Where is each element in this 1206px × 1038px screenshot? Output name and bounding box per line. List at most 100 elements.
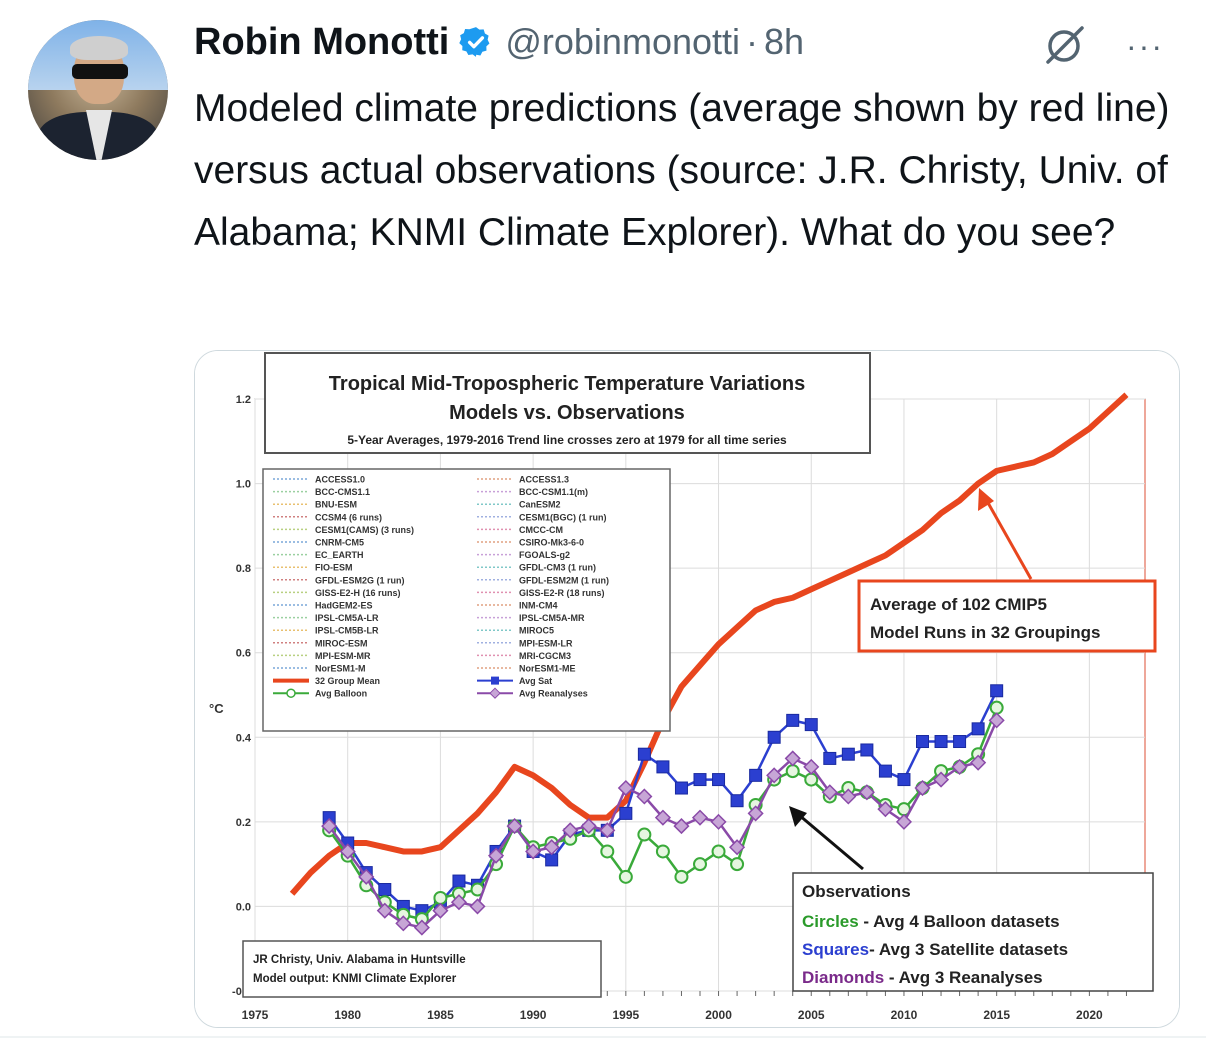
reanalysis-point bbox=[821, 784, 838, 801]
legend-model-label: MPI-ESM-MR bbox=[315, 651, 371, 661]
reanalysis-point bbox=[970, 754, 987, 771]
x-tick-label: 2015 bbox=[983, 1008, 1010, 1022]
sat-point bbox=[730, 794, 744, 808]
x-tick-label: 1990 bbox=[520, 1008, 547, 1022]
sat-point bbox=[767, 730, 781, 744]
reanalysis-point bbox=[654, 809, 671, 826]
grok-icon[interactable] bbox=[1042, 24, 1088, 66]
balloon-point bbox=[693, 857, 707, 872]
legend-model-label: GFDL-ESM2G (1 run) bbox=[315, 575, 405, 585]
reanalysis-point bbox=[376, 902, 393, 919]
observations-title: Observations bbox=[802, 882, 911, 901]
model-annotation-box bbox=[857, 579, 1157, 653]
balloon-point bbox=[637, 827, 652, 842]
legend-model-label: BNU-ESM bbox=[315, 500, 357, 510]
sat-point bbox=[934, 735, 948, 749]
x-tick-label: 2005 bbox=[798, 1008, 825, 1022]
legend-model-label: FIO-ESM bbox=[315, 563, 353, 573]
reanalysis-point bbox=[766, 767, 783, 784]
model-annotation-arrowhead bbox=[978, 488, 994, 511]
legend-model-label: MRI-CGCM3 bbox=[519, 651, 571, 661]
x-tick-label: 1975 bbox=[242, 1008, 269, 1022]
legend-model-label: GFDL-ESM2M (1 run) bbox=[519, 575, 609, 585]
legend-diamond-marker bbox=[489, 687, 501, 699]
reanalysis-point bbox=[895, 813, 913, 830]
observations-line: Diamonds - Avg 3 Reanalyses bbox=[802, 968, 1043, 987]
observations-key: Squares bbox=[802, 940, 869, 959]
reanalysis-point bbox=[877, 801, 894, 818]
avatar-sunglasses bbox=[72, 64, 128, 79]
reanalysis-point bbox=[951, 758, 968, 775]
observations-desc: - Avg 3 Reanalyses bbox=[884, 968, 1042, 987]
y-tick-label: 0.4 bbox=[236, 732, 252, 744]
reanalysis-point bbox=[525, 843, 542, 860]
balloon-point bbox=[674, 869, 689, 884]
sat-point bbox=[804, 718, 818, 732]
y-tick-label: 0.0 bbox=[236, 901, 251, 913]
post-time[interactable]: 8h bbox=[764, 21, 805, 62]
legend-model-label: FGOALS-g2 bbox=[519, 550, 570, 560]
reanalysis-point bbox=[691, 809, 709, 826]
x-tick-label: 2000 bbox=[705, 1008, 732, 1022]
sat-point bbox=[452, 874, 466, 888]
sat-point bbox=[637, 747, 651, 761]
x-tick-label: 1985 bbox=[427, 1008, 454, 1022]
y-tick-label: 1.0 bbox=[236, 479, 251, 491]
observations-arrow bbox=[798, 813, 864, 871]
legend-model-label: GISS-E2-H (16 runs) bbox=[315, 588, 401, 598]
reanalysis-point bbox=[450, 894, 468, 911]
reanalysis-point bbox=[395, 915, 412, 932]
reanalysis-point bbox=[543, 839, 560, 856]
author-name[interactable]: Robin Monotti bbox=[194, 20, 450, 63]
legend-model-label: IPSL-CM5B-LR bbox=[315, 626, 379, 636]
observations-line: Circles - Avg 4 Balloon datasets bbox=[802, 912, 1060, 931]
reanalysis-point bbox=[840, 788, 857, 805]
legend-model-label: MPI-ESM-LR bbox=[519, 638, 573, 648]
credit-line-2: Model output: KNMI Climate Explorer bbox=[253, 973, 457, 985]
more-icon[interactable]: ··· bbox=[1126, 28, 1164, 64]
author-handle[interactable]: @robinmonotti bbox=[505, 21, 741, 62]
balloon-point bbox=[730, 857, 745, 872]
observations-line: Squares- Avg 3 Satellite datasets bbox=[802, 940, 1068, 959]
balloon-point bbox=[989, 700, 1004, 715]
observations-arrowhead bbox=[789, 806, 807, 827]
legend-circle-marker bbox=[286, 688, 296, 698]
sat-point bbox=[897, 773, 911, 787]
y-tick-label: 0.2 bbox=[236, 817, 251, 829]
balloon-point bbox=[711, 844, 726, 859]
reanalysis-point bbox=[803, 758, 820, 775]
avatar-hair bbox=[70, 36, 128, 60]
legend-summary-label: Avg Reanalyses bbox=[519, 689, 588, 699]
sat-point bbox=[971, 722, 985, 736]
verified-badge-icon[interactable] bbox=[459, 25, 493, 59]
model-annotation-line-2: Model Runs in 32 Groupings bbox=[870, 623, 1100, 642]
legend-summary-label: 32 Group Mean bbox=[315, 676, 380, 686]
sat-point bbox=[786, 713, 800, 727]
legend-summary-label: Avg Sat bbox=[519, 676, 552, 686]
sat-point bbox=[823, 751, 837, 765]
credit-box bbox=[242, 940, 602, 998]
reanalysis-point bbox=[432, 902, 449, 919]
legend-model-label: EC_EARTH bbox=[315, 550, 364, 560]
reanalysis-point bbox=[413, 919, 430, 936]
legend-model-label: CESM1(CAMS) (3 runs) bbox=[315, 525, 414, 535]
reanalysis-point bbox=[988, 712, 1005, 729]
balloon-point bbox=[600, 844, 615, 859]
separator-dot: · bbox=[746, 21, 759, 62]
chart-title: Tropical Mid-Tropospheric Temperature Va… bbox=[329, 373, 805, 395]
sat-point bbox=[990, 684, 1004, 698]
x-tick-label: 2020 bbox=[1076, 1008, 1103, 1022]
divider bbox=[0, 1036, 1206, 1038]
sat-point bbox=[674, 781, 688, 795]
author-avatar[interactable] bbox=[28, 20, 168, 160]
reanalysis-point bbox=[321, 818, 338, 835]
sat-point bbox=[953, 735, 967, 749]
reanalysis-point bbox=[358, 868, 375, 885]
reanalysis-point bbox=[339, 843, 356, 860]
reanalysis-point bbox=[932, 771, 950, 788]
climate-chart: 1.21.00.80.60.40.20.0-0.2 1975 1980 1985 19… bbox=[195, 351, 1179, 1027]
sat-point bbox=[749, 768, 763, 782]
sat-point bbox=[878, 764, 892, 778]
x-tick-label: 1995 bbox=[612, 1008, 639, 1022]
tweet-media-chart[interactable]: 1.2 1.0 0.8 0.6 0.4 0.2 0.0 -0.2 1975 1980 1985 19… bbox=[194, 350, 1180, 1028]
